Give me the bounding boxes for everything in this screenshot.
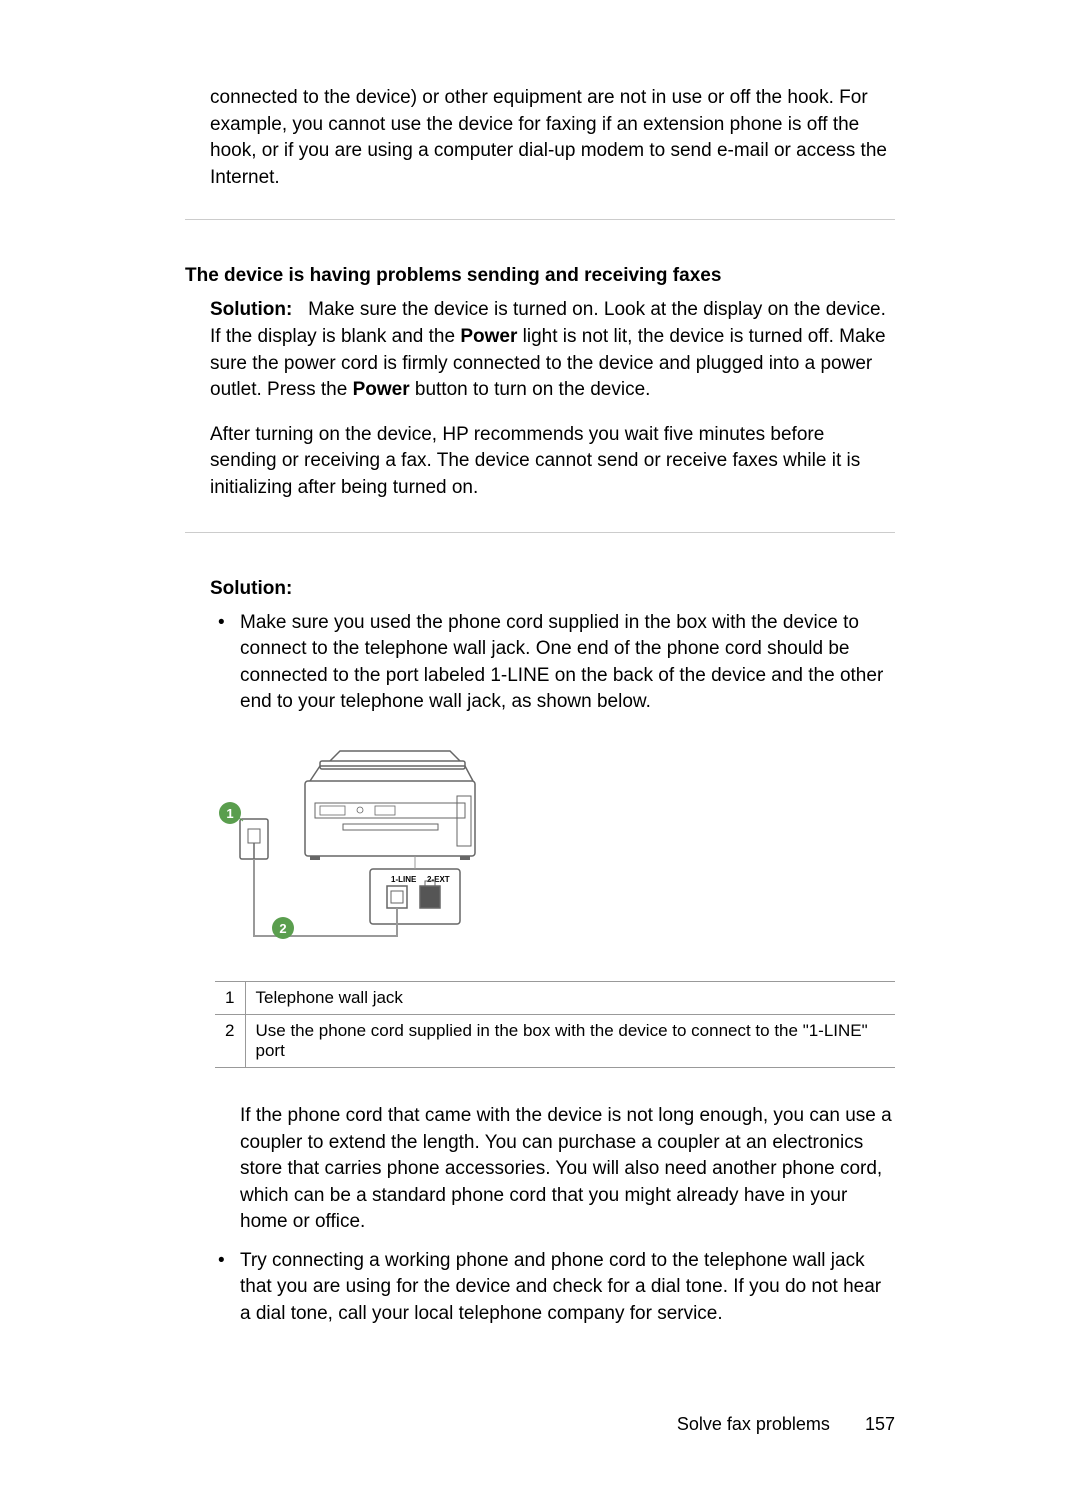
port-panel-icon: 1-LINE 2-EXT	[370, 869, 460, 924]
power-word-2: Power	[353, 379, 410, 400]
page-content: connected to the device) or other equipm…	[0, 0, 1080, 1400]
table-row: 1 Telephone wall jack	[215, 981, 895, 1014]
section2-solution-label: Solution:	[185, 578, 895, 600]
legend-table: 1 Telephone wall jack 2 Use the phone co…	[215, 981, 895, 1068]
section1-solution-p1: Solution: Make sure the device is turned…	[210, 297, 895, 403]
bullet-list: Make sure you used the phone cord suppli…	[185, 610, 895, 716]
wall-jack-icon	[240, 819, 268, 859]
callout-1-text: 1	[226, 806, 233, 821]
solution-label: Solution:	[210, 299, 292, 320]
callout-2-text: 2	[279, 921, 286, 936]
section1-solution-p2: After turning on the device, HP recommen…	[210, 422, 895, 502]
legend-num-1: 1	[215, 981, 245, 1014]
table-row: 2 Use the phone cord supplied in the box…	[215, 1014, 895, 1067]
power-word-1: Power	[460, 326, 517, 347]
section-divider-1	[185, 219, 895, 220]
footer-text: Solve fax problems	[677, 1414, 830, 1434]
callout-2: 2	[272, 917, 294, 939]
legend-text-1: Telephone wall jack	[245, 981, 895, 1014]
intro-paragraph: connected to the device) or other equipm…	[185, 85, 895, 191]
connection-diagram: 1-LINE 2-EXT	[215, 741, 505, 961]
section1-solution-block-2: After turning on the device, HP recommen…	[185, 422, 895, 502]
bullet-list-2: Try connecting a working phone and phone…	[185, 1248, 895, 1328]
text-after: button to turn on the device.	[410, 379, 651, 400]
callout-1: 1	[219, 802, 241, 824]
bullet-item-1: Make sure you used the phone cord suppli…	[210, 610, 895, 716]
diagram-svg: 1-LINE 2-EXT	[215, 741, 505, 961]
printer-icon	[305, 751, 475, 860]
section1-heading: The device is having problems sending an…	[185, 265, 895, 287]
label-2ext: 2-EXT	[427, 875, 450, 884]
section-divider-2	[185, 532, 895, 533]
coupler-text: If the phone cord that came with the dev…	[185, 1103, 895, 1236]
label-1line: 1-LINE	[391, 875, 417, 884]
section1-solution-block: Solution: Make sure the device is turned…	[185, 297, 895, 403]
legend-num-2: 2	[215, 1014, 245, 1067]
bullet-item-2: Try connecting a working phone and phone…	[210, 1248, 895, 1328]
page-number: 157	[865, 1414, 895, 1434]
legend-text-2: Use the phone cord supplied in the box w…	[245, 1014, 895, 1067]
page-footer: Solve fax problems 157	[677, 1414, 895, 1435]
